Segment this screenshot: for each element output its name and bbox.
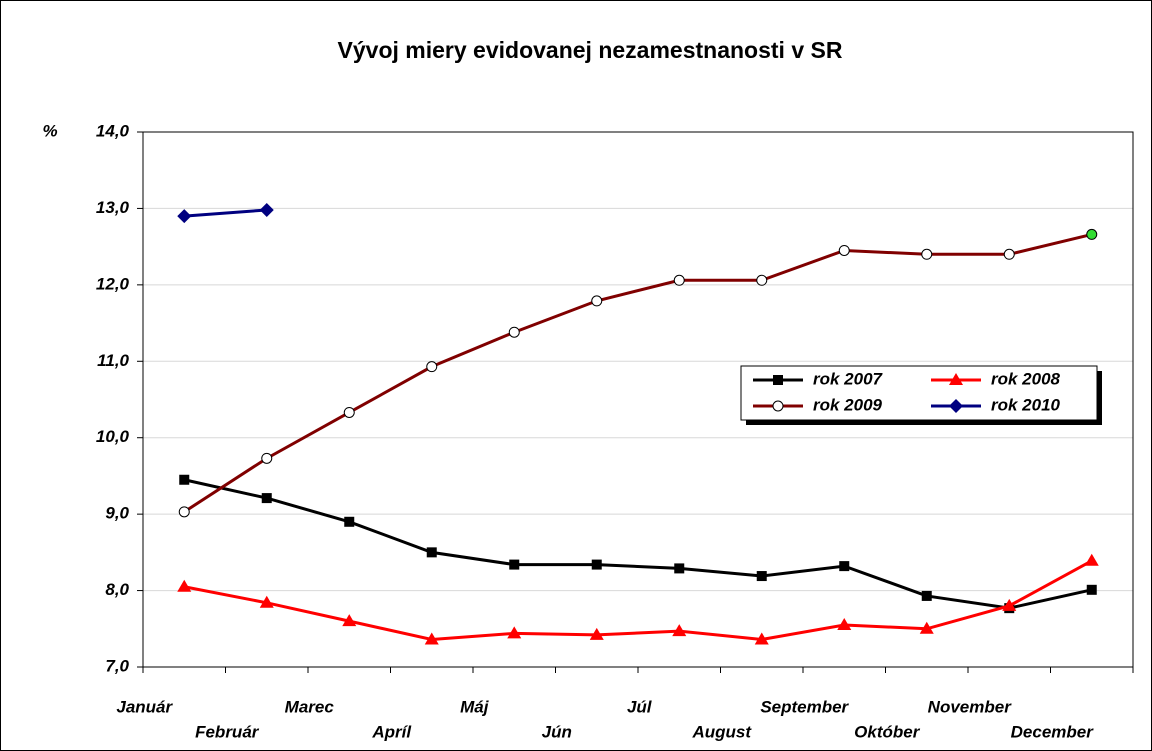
data-point xyxy=(591,559,602,570)
x-tick-label: Apríl xyxy=(371,722,412,741)
chart-title: Vývoj miery evidovanej nezamestnanosti v… xyxy=(338,37,843,63)
data-point xyxy=(343,406,355,418)
data-point xyxy=(919,621,934,634)
y-axis-label: % xyxy=(42,121,57,140)
data-point xyxy=(426,361,438,373)
x-tick-label: Máj xyxy=(460,697,490,716)
data-point xyxy=(591,295,603,307)
series-line xyxy=(183,478,1093,610)
data-point xyxy=(921,248,933,260)
data-point xyxy=(754,632,769,645)
x-tick-label: Júl xyxy=(627,697,653,716)
data-point xyxy=(344,516,355,527)
data-point xyxy=(674,563,685,574)
x-tick-label: Marec xyxy=(285,697,335,716)
data-point xyxy=(259,595,274,608)
data-point xyxy=(839,561,850,572)
legend-label: rok 2010 xyxy=(991,395,1061,414)
legend-marker xyxy=(949,399,963,413)
data-point xyxy=(1086,584,1097,595)
legend-marker xyxy=(772,400,784,412)
x-tick-label: December xyxy=(1011,722,1095,741)
y-tick-label: 13,0 xyxy=(96,198,130,217)
data-point xyxy=(508,326,520,338)
data-point xyxy=(673,274,685,286)
legend-marker xyxy=(949,373,963,385)
x-tick-label: September xyxy=(760,697,849,716)
data-point xyxy=(509,559,520,570)
data-point xyxy=(589,627,604,640)
data-point xyxy=(756,274,768,286)
x-tick-label: November xyxy=(928,697,1013,716)
data-point xyxy=(179,474,190,485)
data-point xyxy=(342,614,357,627)
data-point xyxy=(177,579,192,592)
legend-label: rok 2009 xyxy=(813,395,883,414)
y-tick-label: 9,0 xyxy=(105,504,129,523)
data-point xyxy=(1084,553,1099,566)
data-point xyxy=(672,624,687,637)
data-point xyxy=(177,209,192,224)
y-tick-label: 12,0 xyxy=(96,274,130,293)
legend-marker xyxy=(773,375,783,385)
y-tick-label: 14,0 xyxy=(96,121,130,140)
x-tick-label: Január xyxy=(116,697,173,716)
legend-label: rok 2007 xyxy=(813,369,884,388)
x-tick-label: Jún xyxy=(542,722,572,741)
data-point xyxy=(1002,598,1017,611)
data-point xyxy=(178,506,190,518)
data-point xyxy=(507,626,522,639)
x-tick-label: Október xyxy=(854,722,921,741)
data-point xyxy=(837,617,852,630)
data-point xyxy=(426,547,437,558)
data-point xyxy=(261,493,272,504)
data-point xyxy=(1003,248,1015,260)
data-point xyxy=(921,590,932,601)
data-point xyxy=(259,202,274,217)
data-point xyxy=(1086,228,1098,240)
legend-label: rok 2008 xyxy=(991,369,1061,388)
y-tick-label: 10,0 xyxy=(96,427,130,446)
series-line xyxy=(183,232,1093,514)
data-point xyxy=(838,244,850,256)
x-tick-label: Február xyxy=(195,722,260,741)
series-line xyxy=(184,208,267,218)
y-tick-label: 7,0 xyxy=(105,656,129,675)
data-point xyxy=(756,571,767,582)
x-tick-label: August xyxy=(691,722,752,741)
data-point xyxy=(424,632,439,645)
legend xyxy=(740,365,1098,421)
y-tick-label: 8,0 xyxy=(105,580,129,599)
series-line xyxy=(183,559,1093,641)
y-tick-label: 11,0 xyxy=(97,351,129,370)
data-point xyxy=(261,452,273,464)
